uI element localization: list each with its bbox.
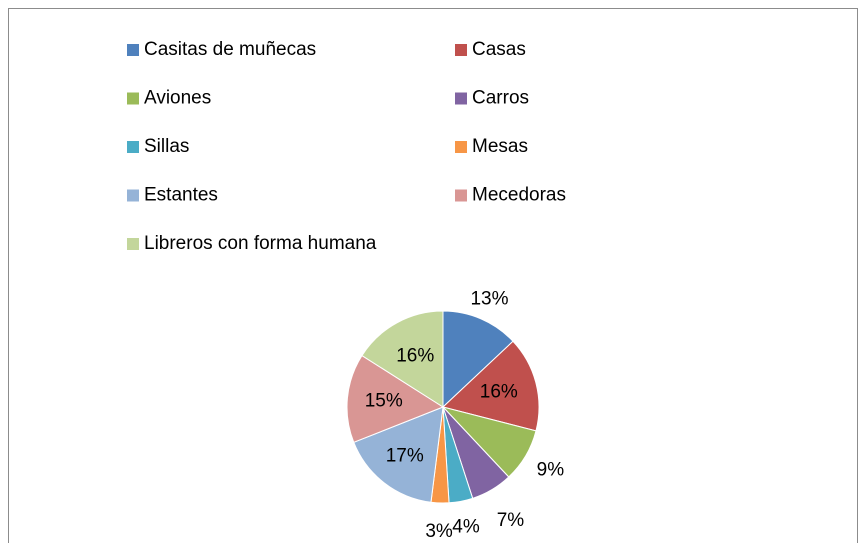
- legend-swatch: [455, 44, 467, 56]
- legend-label: Libreros con forma humana: [144, 233, 377, 254]
- data-label: 17%: [386, 445, 424, 466]
- legend-label: Carros: [472, 88, 529, 109]
- data-label: 15%: [365, 390, 403, 411]
- pie-slice: [361, 310, 444, 408]
- legend-label: Aviones: [144, 88, 211, 109]
- legend-swatch: [455, 189, 467, 202]
- data-label: 4%: [452, 517, 480, 538]
- legend-label: Mecedoras: [472, 185, 566, 206]
- legend-label: Estantes: [144, 185, 218, 206]
- legend-swatch: [455, 92, 467, 105]
- data-label: 9%: [537, 460, 565, 481]
- pie-slice: [441, 340, 540, 432]
- data-label: 16%: [480, 382, 518, 403]
- pie-slice: [346, 354, 445, 443]
- data-label: 13%: [470, 289, 508, 310]
- data-label: 16%: [396, 346, 434, 367]
- legend-label: Casitas de muñecas: [144, 39, 316, 60]
- legend-label: Mesas: [472, 136, 528, 157]
- legend-swatch: [455, 141, 467, 153]
- legend-swatch: [127, 189, 139, 202]
- legend-swatch: [127, 141, 139, 153]
- legend-swatch: [127, 44, 139, 56]
- pie-slice: [442, 310, 514, 409]
- legend-swatch: [127, 92, 139, 105]
- legend-label: Casas: [472, 39, 526, 60]
- data-label: 3%: [425, 521, 453, 542]
- legend-label: Sillas: [144, 136, 189, 157]
- pie-slice: [353, 406, 444, 503]
- legend-swatch: [127, 238, 139, 250]
- data-label: 7%: [497, 510, 525, 531]
